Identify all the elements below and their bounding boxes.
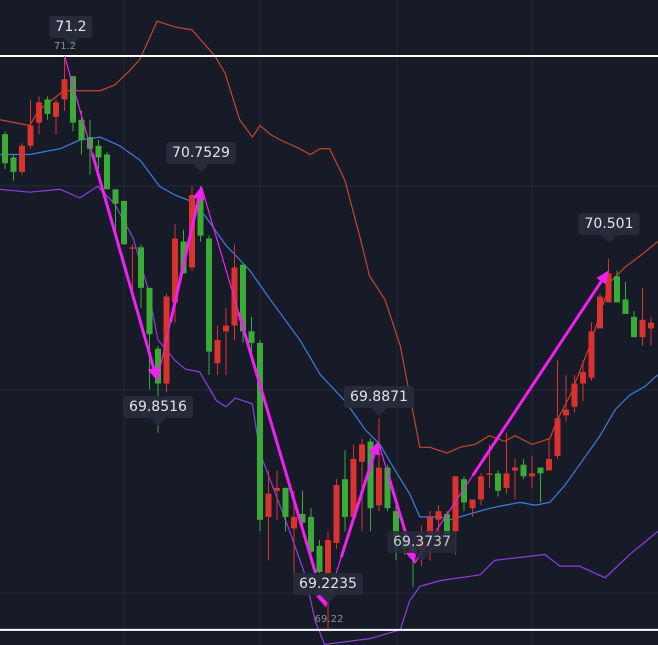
pivot-label-70-501: 70.501 [578, 213, 640, 243]
zigzag-arrow-shaft [90, 152, 156, 369]
candle-down [248, 331, 255, 343]
candle-up [529, 473, 535, 477]
zigzag-arrow-shaft [237, 312, 324, 595]
candle-down [393, 511, 399, 538]
candle-up [333, 484, 340, 543]
middle-band-line [0, 136, 658, 521]
pivot-label-high: 71.2 [49, 16, 93, 46]
candle-up [469, 499, 476, 509]
candle-down [461, 479, 467, 503]
candle-down [10, 157, 17, 172]
candle-up [325, 540, 331, 581]
candle-up [231, 267, 238, 326]
candle-down [146, 287, 153, 335]
candle-up [452, 476, 459, 532]
ref-line-label-top: 71.2 [53, 41, 77, 52]
candle-up [172, 238, 178, 303]
candle-up [571, 383, 578, 407]
pivot-label-70-7529: 70.7529 [166, 142, 236, 172]
candle-up [546, 458, 552, 471]
candle-down [495, 473, 501, 491]
candle-down [197, 192, 204, 236]
candle-down [70, 76, 76, 123]
candle-up [376, 467, 382, 506]
pivot-label-69-2235: 69.2235 [293, 573, 363, 603]
candle-down [299, 513, 306, 523]
candle-down [631, 316, 637, 338]
pivot-label-69-8871: 69.8871 [344, 386, 414, 416]
candle-down [308, 516, 314, 552]
candle-up [563, 409, 569, 416]
zigzag-arrow-shaft [471, 280, 603, 477]
candle-down [520, 464, 527, 477]
candle-down [104, 154, 110, 190]
candle-up [36, 102, 42, 123]
candle-up [274, 487, 280, 491]
candle-down [44, 99, 51, 114]
candle-down [342, 479, 348, 517]
zigzag-arrowhead-icon [147, 366, 160, 381]
candle-down [121, 200, 127, 245]
candle-down [2, 134, 8, 164]
candle-down [155, 348, 161, 384]
candle-up [53, 102, 59, 117]
candle-up [61, 79, 68, 100]
upper-band-line [0, 20, 658, 454]
candle-up [359, 444, 365, 462]
candle-up [588, 331, 595, 378]
candle-up [223, 325, 229, 332]
candle-down [316, 545, 323, 572]
candle-up [265, 493, 272, 517]
candle-up [639, 319, 646, 338]
candle-up [350, 458, 357, 517]
zigzag-arrowhead-icon [596, 270, 609, 285]
candle-down [367, 441, 374, 509]
candle-down [622, 299, 629, 314]
candle-up [554, 418, 561, 456]
candle-up [580, 371, 586, 384]
candle-up [478, 476, 484, 500]
zigzag-arrow-shaft [168, 198, 200, 323]
candle-down [384, 467, 391, 509]
pivot-label-69-8516: 69.8516 [123, 396, 193, 426]
candle-down [87, 137, 93, 149]
candle-up [214, 340, 221, 364]
candle-down [257, 342, 263, 520]
candle-up [19, 145, 25, 172]
candle-down [282, 487, 289, 517]
candle-up [27, 125, 34, 146]
candle-down [180, 241, 187, 274]
pivot-label-69-3737: 69.3737 [387, 531, 457, 561]
candle-down [206, 238, 212, 352]
candle-up [648, 322, 654, 329]
candle-down [78, 119, 85, 141]
candle-down [614, 276, 620, 303]
candle-up [427, 516, 433, 535]
zigzag-arrow-shaft [339, 453, 376, 558]
ref-line-label-bottom: 69.22 [314, 614, 344, 625]
candle-down [537, 467, 544, 474]
zigzag-arrowhead-icon [368, 441, 380, 456]
candle-up [486, 473, 493, 475]
candle-up [291, 516, 297, 529]
candle-down [95, 145, 102, 158]
candle-up [503, 473, 510, 488]
candle-up [605, 273, 612, 303]
zigzag-arrowhead-icon [192, 186, 205, 201]
candle-down [112, 189, 119, 204]
candle-up [597, 296, 603, 329]
candle-up [129, 247, 136, 249]
candle-up [512, 467, 518, 471]
candle-down [444, 513, 450, 535]
candle-up [435, 511, 442, 520]
candle-down [240, 264, 246, 332]
candle-down [138, 247, 144, 288]
